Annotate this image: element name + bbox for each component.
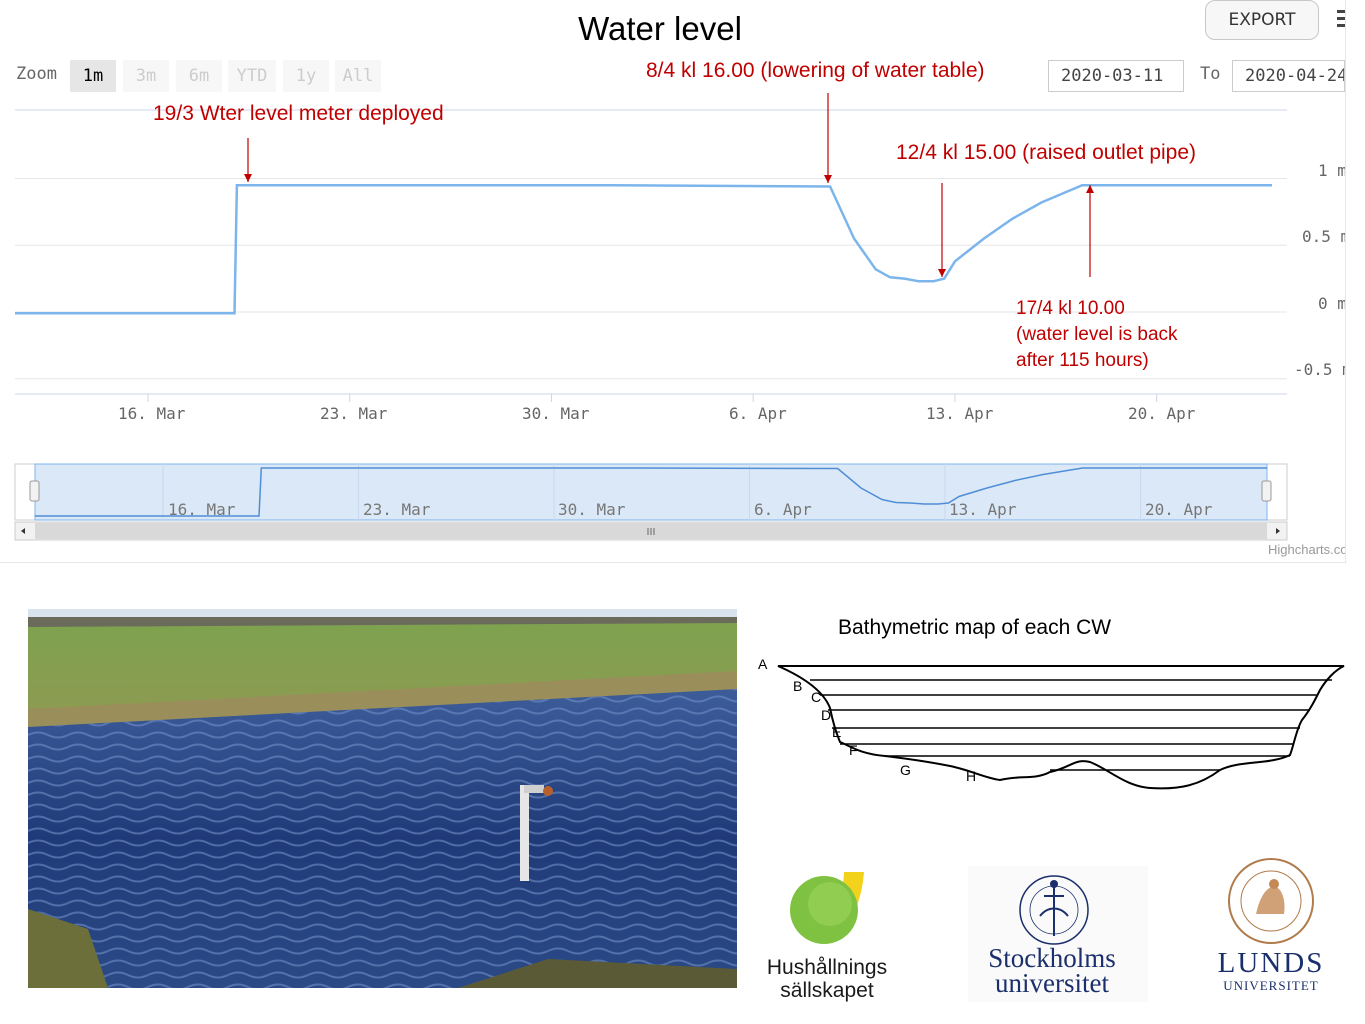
navigator-tick-label: 20. Apr: [1145, 500, 1213, 519]
menu-icon[interactable]: [1335, 8, 1345, 30]
navigator-tick-label: 13. Apr: [949, 500, 1017, 519]
navigator-handle-right: [1261, 480, 1272, 502]
wetland-photo: [28, 609, 737, 988]
zoom-3m-button[interactable]: 3m: [123, 60, 169, 92]
hushallningssallskapet-logo-icon: [790, 872, 864, 944]
zoom-1m-button[interactable]: 1m: [70, 60, 116, 92]
y-tick-label: 1 m: [1318, 161, 1345, 180]
stockholm-seal-icon: [1019, 875, 1089, 945]
annotation-arrow: [824, 93, 832, 183]
scrollbar-grip-icon: [647, 528, 655, 535]
zoom-label: Zoom: [16, 64, 57, 84]
bathymetry-label: D: [821, 707, 832, 723]
bathymetry-label: A: [758, 656, 768, 672]
lund-university-seal-icon: [1228, 858, 1314, 944]
navigator-tick-label: 23. Mar: [363, 500, 431, 519]
bathymetry-label: F: [849, 742, 858, 758]
lund-university-logo-text: LUNDS UNIVERSITET: [1217, 947, 1325, 993]
y-tick-label: 0 m: [1318, 294, 1345, 313]
water-level-plot: [14, 93, 1288, 541]
zoom-6m-button[interactable]: 6m: [176, 60, 222, 92]
scroll-left-icon: [21, 528, 25, 534]
navigator-series: [35, 467, 1267, 517]
annotation-back-line: (water level is back: [1016, 324, 1178, 345]
bathymetry-label: B: [793, 678, 803, 694]
annotation-back-line: 17/4 kl 10.00: [1016, 298, 1125, 319]
navigator-handle-left: [29, 480, 40, 502]
range-to-label: To: [1200, 64, 1221, 84]
scroll-right-icon: [1276, 528, 1280, 534]
annotation-arrow: [244, 138, 252, 182]
navigator-tick-label: 30. Mar: [558, 500, 626, 519]
y-tick-label: -0.5 m: [1294, 360, 1345, 379]
range-to-input[interactable]: 2020-04-24: [1232, 60, 1345, 92]
annotation-back-line: after 115 hours): [1016, 350, 1149, 371]
annotation-arrow: [938, 183, 946, 277]
x-tick-label: 16. Mar: [118, 404, 186, 423]
y-tick-label: 0.5 m: [1302, 227, 1345, 246]
annotation-lowering: 8/4 kl 16.00 (lowering of water table): [646, 59, 985, 82]
x-tick-label: 30. Mar: [522, 404, 590, 423]
x-tick-label: 23. Mar: [320, 404, 388, 423]
zoom-ytd-button[interactable]: YTD: [228, 60, 276, 92]
navigator-tick-label: 16. Mar: [168, 500, 236, 519]
chart-title: Water level: [578, 10, 742, 47]
hushallningssallskapet-logo-text: Hushållnings sällskapet: [766, 956, 888, 1002]
annotation-deployed: 19/3 Wter level meter deployed: [153, 102, 444, 125]
bathymetry-label: H: [966, 768, 977, 784]
export-button[interactable]: EXPORT: [1205, 0, 1319, 40]
navigator-selection: [34, 463, 1268, 521]
bathymetry-diagram: [777, 665, 1345, 790]
navigator-tick-label: 6. Apr: [754, 500, 812, 519]
stockholm-university-logo-text: Stockholms universitet: [988, 943, 1116, 998]
chart-panel: [0, 0, 1346, 563]
annotation-arrow: [1086, 185, 1094, 277]
zoom-all-button[interactable]: All: [335, 60, 381, 92]
bathymetry-label: C: [811, 689, 822, 705]
bathymetry-label: G: [900, 762, 911, 778]
bathymetry-label: E: [832, 724, 842, 740]
water-level-series: [15, 183, 1272, 315]
bathymetry-title: Bathymetric map of each CW: [838, 616, 1112, 639]
stockholm-university-logo: [968, 866, 1148, 1002]
range-from-input[interactable]: 2020-03-11: [1048, 60, 1184, 92]
highcharts-credit[interactable]: Highcharts.com: [1268, 542, 1345, 557]
annotation-raised: 12/4 kl 15.00 (raised outlet pipe): [896, 141, 1197, 164]
x-tick-label: 13. Apr: [926, 404, 994, 423]
x-tick-label: 20. Apr: [1128, 404, 1196, 423]
x-tick-label: 6. Apr: [729, 404, 787, 423]
zoom-1y-button[interactable]: 1y: [283, 60, 329, 92]
